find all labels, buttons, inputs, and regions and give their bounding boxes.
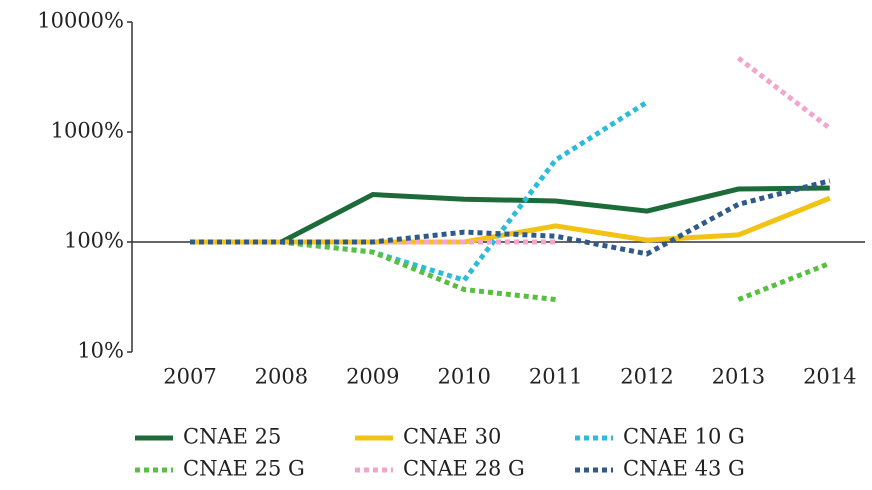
series-line: [190, 195, 831, 245]
x-tick-label: 2014: [803, 365, 856, 389]
x-tick-label: 2011: [529, 365, 582, 389]
series-line: [190, 239, 831, 303]
x-tick-label: 2012: [620, 365, 673, 389]
series-line: [190, 99, 649, 284]
legend-label: CNAE 25: [183, 425, 281, 449]
y-tick-label: 1000%: [51, 119, 124, 143]
x-tick-label: 2008: [255, 365, 308, 389]
x-tick-label: 2009: [346, 365, 399, 389]
series-line: [190, 56, 832, 245]
legend-label: CNAE 28 G: [403, 457, 525, 481]
legend-label: CNAE 30: [403, 425, 501, 449]
legend-label: CNAE 10 G: [623, 425, 745, 449]
y-tick-label: 100%: [64, 229, 124, 253]
x-tick-label: 2013: [712, 365, 765, 389]
legend-label: CNAE 25 G: [183, 457, 305, 481]
y-tick-label: 10%: [77, 339, 124, 363]
x-tick-label: 2007: [163, 365, 216, 389]
legend-label: CNAE 43 G: [623, 457, 745, 481]
x-tick-label: 2010: [437, 365, 490, 389]
series-line: [190, 185, 830, 245]
y-tick-label: 10000%: [37, 9, 124, 33]
